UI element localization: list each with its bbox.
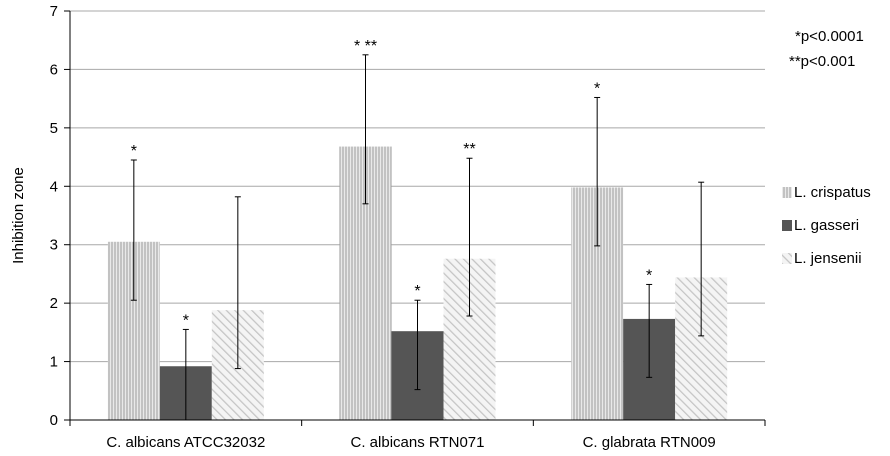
- y-tick-label: 6: [50, 61, 58, 78]
- significance-marker: * **: [354, 38, 377, 55]
- gridlines: [70, 10, 765, 363]
- y-tick-label: 1: [50, 354, 58, 371]
- legend: L. crispatus L. gasseri L. jensenii: [782, 184, 871, 267]
- y-tick-label: 5: [50, 120, 58, 137]
- significance-note: *p<0.0001: [795, 28, 864, 45]
- significance-note: **p<0.001: [789, 53, 855, 70]
- legend-swatch: [782, 187, 792, 198]
- significance-marker: *: [131, 143, 137, 160]
- significance-notes: *p<0.0001 **p<0.001: [789, 28, 864, 70]
- y-tick-label: 7: [50, 3, 58, 20]
- legend-label: L. crispatus: [794, 184, 871, 201]
- y-tick-label: 2: [50, 295, 58, 312]
- legend-label: L. jensenii: [794, 250, 862, 267]
- y-tick-label: 4: [50, 178, 58, 195]
- y-axis-title: Inhibition zone: [10, 167, 27, 264]
- y-tick-label: 0: [50, 412, 58, 429]
- legend-swatch: [782, 253, 792, 264]
- significance-marker: *: [594, 80, 600, 97]
- legend-swatch: [782, 220, 792, 231]
- x-category-label: C. albicans RTN071: [351, 434, 485, 451]
- significance-marker: *: [646, 267, 652, 284]
- x-category-label: C. albicans ATCC32032: [106, 434, 265, 451]
- significance-marker: *: [183, 312, 189, 329]
- y-tick-label: 3: [50, 237, 58, 254]
- error-bars: [130, 54, 705, 421]
- significance-marker: **: [463, 141, 475, 158]
- axes: [64, 10, 766, 426]
- x-category-label: C. glabrata RTN009: [583, 434, 716, 451]
- significance-marker: *: [414, 283, 420, 300]
- legend-label: L. gasseri: [794, 217, 859, 234]
